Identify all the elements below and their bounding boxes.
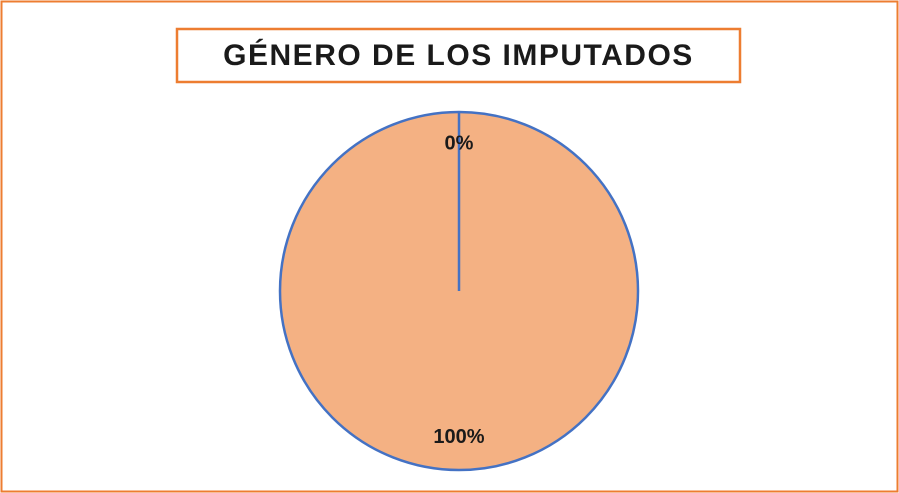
data-label: 100% [433,426,484,448]
title-box [175,27,742,84]
chart-title: GÉNERO DE LOS IMPUTADOS [223,38,694,72]
data-label: 0% [445,133,474,155]
